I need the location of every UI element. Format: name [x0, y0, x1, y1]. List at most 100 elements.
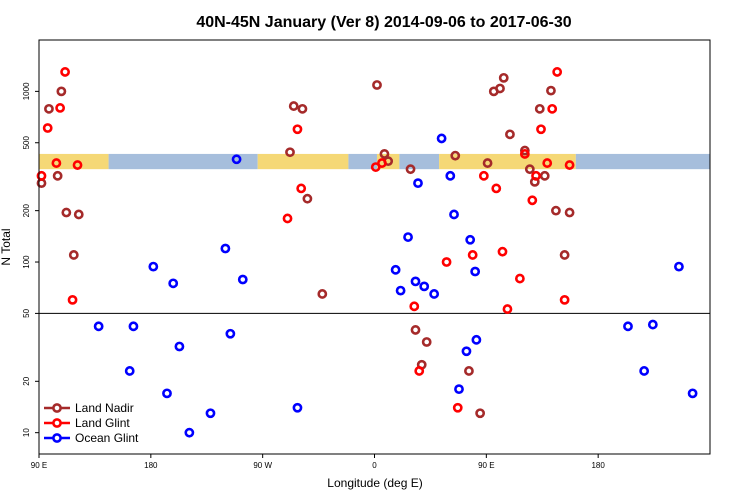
- legend-marker: [52, 433, 62, 443]
- legend-label: Land Glint: [75, 416, 130, 430]
- data-point: [470, 266, 481, 277]
- x-axis: 90 E 180 90 W 0 90 E 180: [31, 454, 605, 470]
- series-land-nadir: [36, 72, 575, 419]
- data-point: [429, 289, 440, 299]
- data-point: [519, 145, 530, 156]
- data-point: [390, 264, 401, 275]
- data-point: [674, 261, 684, 272]
- y-tick-label: 200: [22, 203, 31, 217]
- y-tick-label: 20: [22, 376, 31, 385]
- band-segment-ocean: [575, 153, 710, 170]
- x-axis-label: Longitude (deg E): [327, 476, 422, 490]
- data-point: [379, 149, 390, 159]
- data-point: [441, 257, 452, 267]
- data-point: [546, 85, 556, 96]
- data-point: [68, 250, 79, 260]
- y-tick-label: 500: [22, 136, 31, 150]
- data-point: [505, 129, 515, 140]
- y-tick-label: 100: [22, 255, 31, 269]
- legend-label: Ocean Glint: [75, 431, 139, 445]
- data-point: [445, 170, 456, 181]
- data-point: [547, 103, 558, 114]
- data-point: [413, 178, 423, 189]
- data-point: [124, 366, 135, 376]
- x-tick-label: 90 E: [31, 461, 47, 470]
- data-point: [559, 250, 570, 260]
- data-point: [297, 103, 308, 114]
- data-point: [93, 321, 104, 332]
- data-point: [72, 160, 83, 170]
- data-point: [551, 205, 561, 216]
- data-point: [623, 321, 633, 332]
- data-point: [524, 164, 535, 175]
- data-point: [534, 103, 545, 114]
- data-point: [56, 86, 67, 97]
- data-point: [527, 195, 538, 206]
- data-point: [419, 281, 430, 292]
- data-point: [687, 388, 698, 399]
- data-point: [542, 158, 553, 168]
- x-tick-label: 90 W: [253, 461, 272, 470]
- legend-marker: [52, 418, 62, 428]
- data-point: [410, 276, 421, 287]
- data-point: [67, 294, 78, 305]
- data-point: [502, 304, 513, 314]
- data-point: [36, 170, 47, 181]
- data-point: [148, 261, 159, 272]
- x-tick-label: 90 E: [478, 461, 494, 470]
- data-point: [162, 388, 172, 399]
- data-point: [168, 278, 179, 289]
- series-land-glint: [36, 67, 575, 413]
- data-point: [452, 402, 463, 413]
- data-point: [531, 170, 541, 181]
- data-point: [564, 160, 575, 170]
- data-point: [536, 124, 546, 135]
- data-point: [495, 83, 505, 94]
- data-point: [497, 246, 508, 257]
- data-point: [372, 80, 382, 90]
- data-point: [184, 427, 195, 438]
- data-point: [285, 147, 295, 158]
- data-point: [410, 325, 421, 335]
- data-point: [449, 209, 459, 220]
- data-point: [55, 103, 66, 113]
- data-point: [491, 183, 502, 194]
- data-point: [205, 408, 216, 419]
- data-point: [292, 402, 303, 413]
- data-point: [61, 207, 72, 218]
- data-point: [237, 274, 248, 285]
- data-point: [42, 123, 53, 133]
- data-point: [282, 213, 293, 224]
- data-point: [498, 72, 509, 83]
- data-point: [296, 183, 307, 194]
- band-segment-ocean: [108, 153, 258, 170]
- data-point: [519, 149, 530, 159]
- data-point: [292, 124, 303, 135]
- data-point: [51, 158, 62, 168]
- data-point: [317, 289, 328, 299]
- x-tick-label: 180: [144, 461, 158, 470]
- data-point: [552, 67, 563, 77]
- band-segment-ocean: [348, 153, 377, 170]
- x-tick-label: 180: [591, 461, 605, 470]
- data-point: [436, 133, 447, 144]
- legend-entry: Ocean Glint: [44, 431, 139, 445]
- data-point: [60, 67, 70, 77]
- points-layer: [36, 67, 698, 438]
- data-point: [467, 250, 478, 260]
- band-segment-land: [39, 153, 109, 170]
- data-point: [44, 103, 54, 114]
- data-point: [174, 341, 185, 352]
- data-point: [559, 294, 570, 305]
- y-axis-label: N Total: [0, 228, 13, 265]
- y-tick-label: 50: [22, 308, 31, 317]
- data-point: [564, 207, 575, 218]
- band-segment-land: [439, 153, 576, 170]
- data-point: [395, 285, 406, 296]
- data-point: [539, 170, 550, 181]
- data-point: [450, 150, 461, 161]
- data-point: [414, 366, 425, 376]
- chart-title: 40N-45N January (Ver 8) 2014-09-06 to 20…: [196, 14, 571, 31]
- data-point: [465, 234, 476, 245]
